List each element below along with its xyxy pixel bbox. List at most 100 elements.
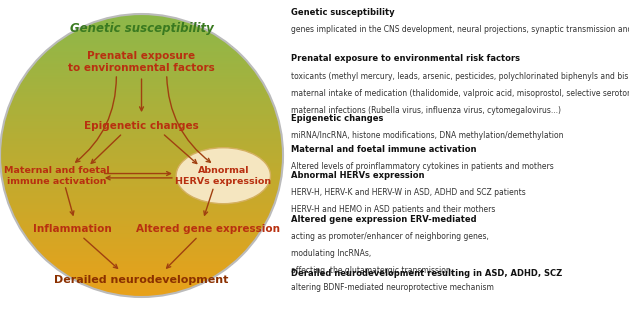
Bar xyxy=(13,95,270,97)
Bar xyxy=(42,54,241,55)
Bar xyxy=(78,28,205,30)
Bar xyxy=(88,286,195,287)
Bar xyxy=(74,30,209,32)
Bar xyxy=(43,53,240,54)
Bar xyxy=(32,244,251,246)
Text: Inflammation: Inflammation xyxy=(33,224,112,234)
Bar xyxy=(16,89,267,91)
Text: affecting  the glutamatergic transmission,: affecting the glutamatergic transmission… xyxy=(291,266,454,275)
Bar xyxy=(45,258,238,260)
Bar xyxy=(31,66,252,68)
Bar xyxy=(3,183,280,185)
Bar xyxy=(30,241,253,243)
Bar xyxy=(4,122,279,123)
Bar xyxy=(12,212,271,214)
Text: Maternal and foetal
immune activation: Maternal and foetal immune activation xyxy=(4,166,109,186)
Bar xyxy=(88,24,195,25)
Bar xyxy=(8,202,275,203)
Bar xyxy=(13,95,270,96)
Bar xyxy=(9,203,274,205)
Text: Derailed neurodevelopment: Derailed neurodevelopment xyxy=(54,275,229,285)
Bar xyxy=(26,237,257,238)
Text: HERV-H, HERV-K and HERV-W in ASD, ADHD and SCZ patients: HERV-H, HERV-K and HERV-W in ASD, ADHD a… xyxy=(291,188,526,197)
Bar xyxy=(19,226,264,228)
Bar xyxy=(21,230,262,231)
Bar xyxy=(0,162,283,163)
Text: acting as promoter/enhancer of neighboring genes,: acting as promoter/enhancer of neighbori… xyxy=(291,232,489,241)
Bar xyxy=(96,289,187,290)
Bar xyxy=(23,78,260,79)
Bar xyxy=(0,158,283,160)
Bar xyxy=(38,252,245,253)
Bar xyxy=(0,149,283,150)
Bar xyxy=(1,169,282,170)
Bar xyxy=(3,126,280,128)
Bar xyxy=(25,75,259,76)
Bar xyxy=(1,139,282,141)
Bar xyxy=(65,36,218,37)
Bar xyxy=(21,229,262,230)
Bar xyxy=(1,138,282,140)
Bar xyxy=(0,163,283,164)
Bar xyxy=(54,44,229,45)
Bar xyxy=(12,98,271,100)
Bar xyxy=(30,242,253,244)
Bar xyxy=(84,284,199,285)
Bar xyxy=(125,14,158,16)
Bar xyxy=(68,34,215,35)
Bar xyxy=(80,27,203,29)
Bar xyxy=(11,101,272,103)
Bar xyxy=(1,141,282,142)
Bar xyxy=(10,102,273,104)
Bar xyxy=(6,115,277,117)
Bar xyxy=(69,276,214,278)
Bar xyxy=(12,211,271,213)
Text: Derailed neurodevelopment resulting in ASD, ADHD, SCZ: Derailed neurodevelopment resulting in A… xyxy=(291,269,563,278)
Bar xyxy=(4,189,279,191)
Bar xyxy=(21,81,262,83)
Bar xyxy=(9,104,274,106)
Bar xyxy=(52,45,231,47)
Bar xyxy=(1,142,282,143)
Bar xyxy=(23,232,260,233)
Bar xyxy=(36,250,247,251)
Bar xyxy=(55,43,228,44)
Bar xyxy=(3,185,280,187)
Bar xyxy=(23,233,260,234)
Bar xyxy=(47,260,236,262)
Bar xyxy=(8,201,276,202)
Bar xyxy=(17,87,266,89)
Bar xyxy=(99,290,184,291)
Bar xyxy=(25,74,258,75)
Bar xyxy=(52,264,231,266)
Bar xyxy=(18,224,265,226)
Bar xyxy=(66,275,217,276)
Bar xyxy=(2,179,281,180)
Bar xyxy=(46,259,237,261)
Bar xyxy=(1,173,282,175)
Bar xyxy=(17,221,266,223)
Bar xyxy=(44,258,239,259)
Bar xyxy=(34,247,249,248)
Bar xyxy=(20,82,263,84)
Bar xyxy=(11,208,272,210)
Bar xyxy=(66,35,217,36)
Text: miRNA/lncRNA, histone modifications, DNA methylation/demethylation: miRNA/lncRNA, histone modifications, DNA… xyxy=(291,131,564,140)
Bar xyxy=(21,81,262,82)
Bar xyxy=(29,69,254,71)
Text: maternal intake of medication (thalidomide, valproic acid, misoprostol, selectiv: maternal intake of medication (thalidomi… xyxy=(291,89,629,98)
Text: HERV-H and HEMO in ASD patients and their mothers: HERV-H and HEMO in ASD patients and thei… xyxy=(291,205,496,214)
Bar xyxy=(58,41,225,42)
Bar xyxy=(80,282,203,284)
Bar xyxy=(109,292,174,294)
Bar xyxy=(33,64,250,66)
Bar xyxy=(13,96,270,98)
Bar xyxy=(0,148,283,149)
Bar xyxy=(27,72,256,73)
Bar xyxy=(1,135,282,137)
Bar xyxy=(4,123,279,124)
Bar xyxy=(44,52,239,53)
Bar xyxy=(26,73,257,74)
Bar xyxy=(3,124,280,126)
Bar xyxy=(5,117,278,119)
